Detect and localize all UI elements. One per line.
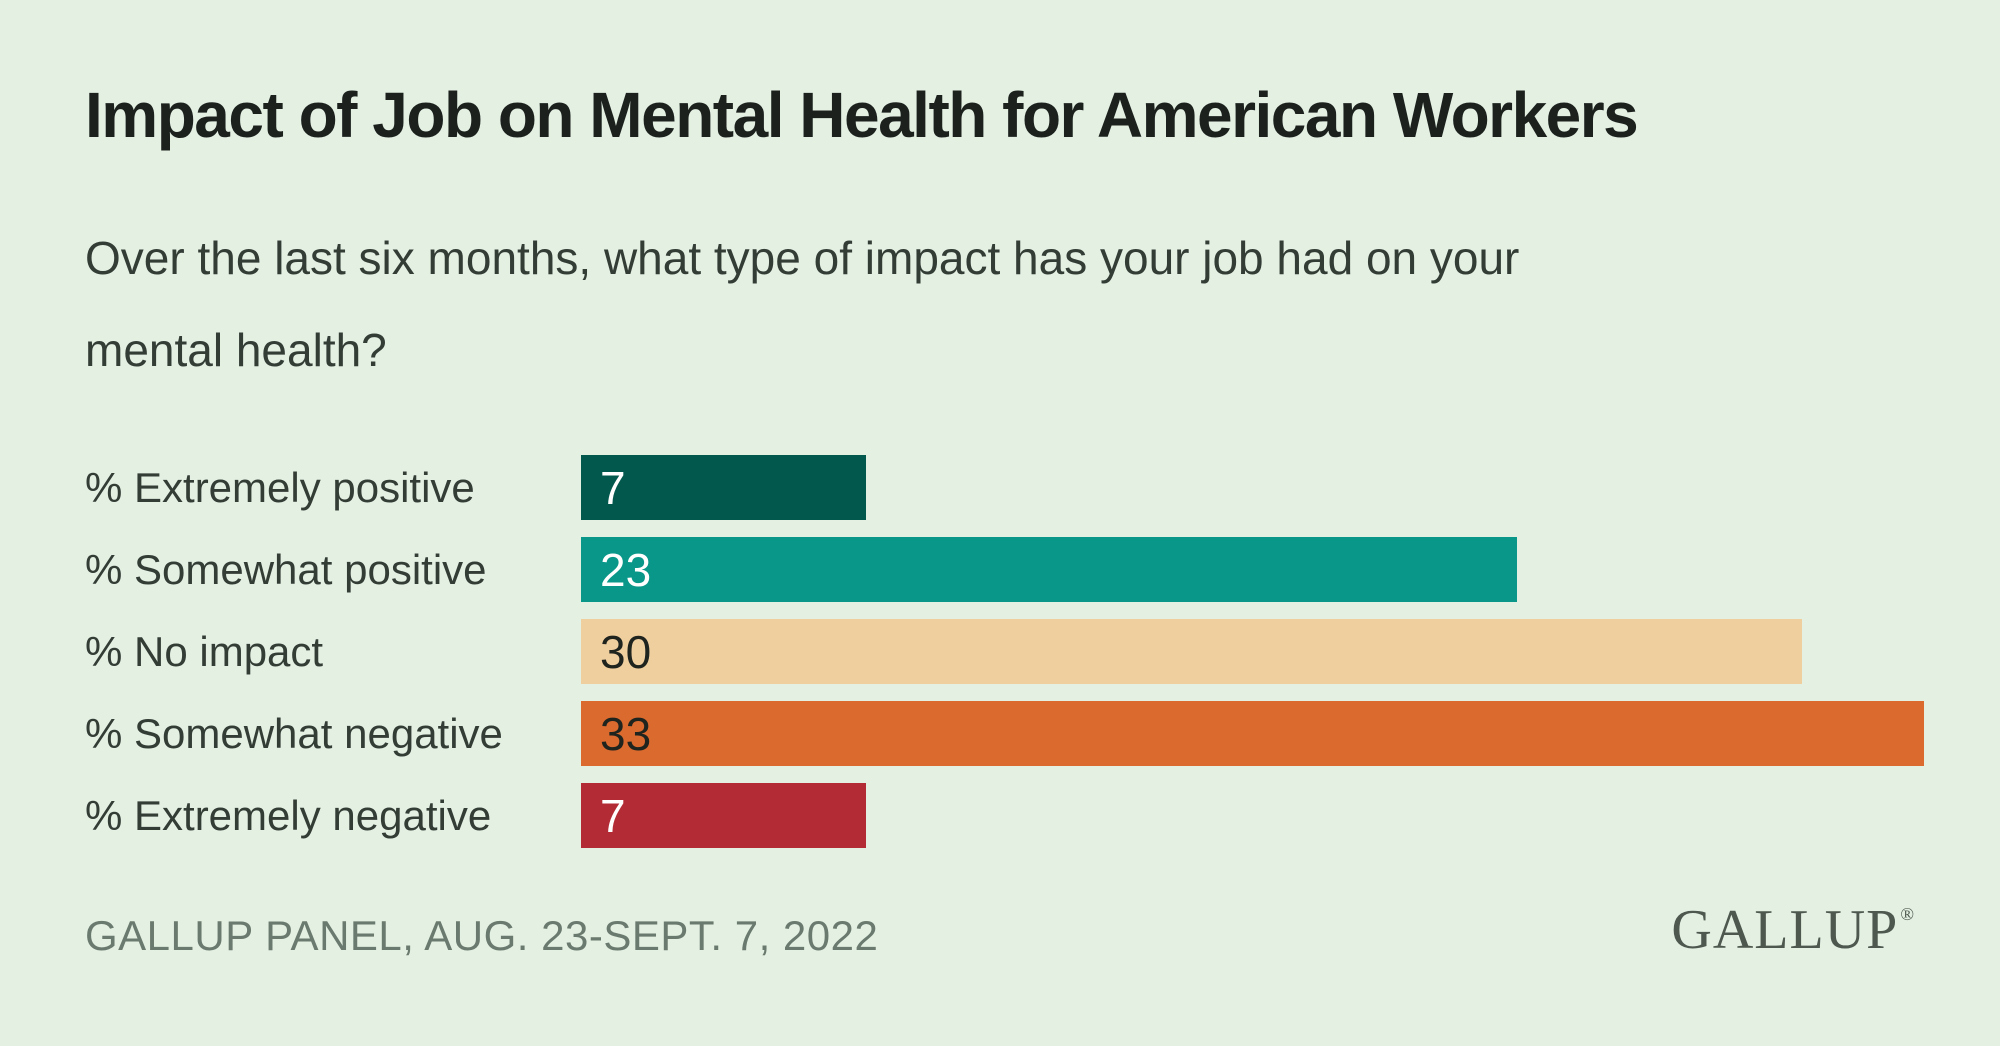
bar-label: % Extremely positive — [85, 463, 475, 511]
gallup-logo: GALLUP ® — [1671, 898, 1915, 962]
bar-label: % No impact — [85, 627, 324, 675]
bar: 30 — [581, 619, 1802, 684]
chart-subtitle: Over the last six months, what type of i… — [85, 212, 1519, 396]
bar-value-label: 23 — [600, 543, 652, 596]
bar: 23 — [581, 537, 1518, 602]
bar: 33 — [581, 701, 1924, 766]
bar-label: % Extremely negative — [85, 791, 492, 839]
bar: 7 — [581, 455, 866, 520]
bar-value-label: 7 — [600, 461, 626, 514]
chart-row: % Extremely positive 7 — [85, 455, 1924, 520]
registered-trademark-icon: ® — [1900, 904, 1915, 924]
chart-row: % Extremely negative 7 — [85, 783, 1924, 848]
source-note: GALLUP PANEL, AUG. 23-SEPT. 7, 2022 — [85, 912, 879, 959]
subtitle-line-1: Over the last six months, what type of i… — [85, 232, 1520, 284]
chart-title: Impact of Job on Mental Health for Ameri… — [85, 79, 1639, 151]
bar-value-label: 7 — [600, 789, 626, 842]
bar-track: 7 — [581, 455, 1924, 520]
bar-value-label: 33 — [600, 707, 652, 760]
gallup-logo-text: GALLUP — [1671, 899, 1899, 961]
chart-row: % Somewhat negative 33 — [85, 701, 1924, 766]
bar-track: 7 — [581, 783, 1924, 848]
bar: 7 — [581, 783, 866, 848]
bar-label: % Somewhat positive — [85, 545, 487, 593]
bar-value-label: 30 — [600, 625, 652, 678]
bar-track: 33 — [581, 701, 1924, 766]
chart-row: % Somewhat positive 23 — [85, 537, 1924, 602]
chart-row: % No impact 30 — [85, 619, 1924, 684]
bar-chart: % Extremely positive 7 % Somewhat positive… — [85, 455, 1924, 865]
bar-track: 30 — [581, 619, 1924, 684]
subtitle-line-2: mental health? — [85, 324, 387, 376]
bar-label: % Somewhat negative — [85, 709, 503, 757]
bar-track: 23 — [581, 537, 1924, 602]
